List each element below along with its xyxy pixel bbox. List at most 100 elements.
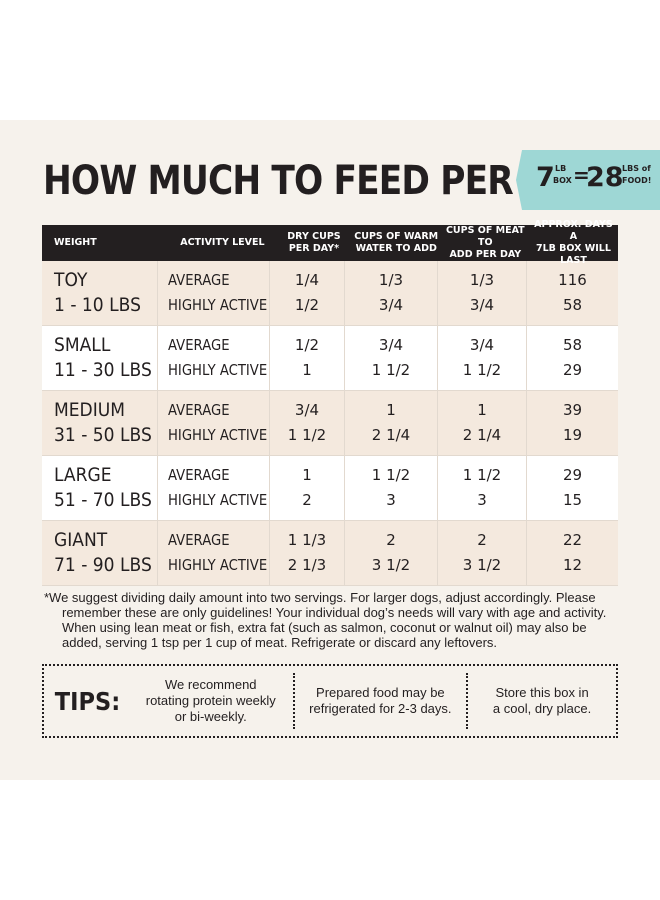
activity-average: AVERAGE: [168, 271, 230, 289]
water-average: 1: [386, 401, 396, 419]
footnote-line: When using lean meat or fish, extra fat …: [62, 620, 587, 635]
header-dry-cups: DRY CUPS PER DAY*: [277, 231, 350, 255]
size-label: GIANT: [54, 529, 108, 551]
dry-average: 3/4: [294, 401, 320, 419]
dry-high: 2: [302, 491, 312, 509]
meat-average: 1: [477, 401, 487, 419]
page-title: HOW MUCH TO FEED PER DAY: [43, 158, 599, 204]
weight-cell: SMALL 11 - 30 LBS: [42, 326, 158, 391]
meat-cell: 1 2 1/4: [438, 391, 527, 456]
weight-cell: MEDIUM 31 - 50 LBS: [42, 391, 158, 456]
tip-storage: Store this box in a cool, dry place.: [468, 673, 616, 729]
header-days-line1: APPROX. DAYS A: [534, 219, 613, 242]
weight-range: 71 - 90 LBS: [54, 554, 152, 576]
footnote: *We suggest dividing daily amount into t…: [44, 590, 624, 650]
badge-banner-shape: [516, 150, 660, 210]
days-cell: 58 29: [527, 326, 618, 391]
water-cell: 1 2 1/4: [345, 391, 438, 456]
badge-left-number: 7: [536, 162, 555, 193]
meat-cell: 2 3 1/2: [438, 521, 527, 586]
meat-average: 2: [477, 531, 487, 549]
size-label: MEDIUM: [54, 399, 126, 421]
table-row: LARGE 51 - 70 LBS AVERAGE HIGHLY ACTIVE …: [42, 456, 618, 521]
days-high: 58: [562, 296, 583, 314]
activity-cell: AVERAGE HIGHLY ACTIVE: [158, 391, 270, 456]
tip-rotate-protein: We recommend rotating protein weekly or …: [129, 673, 293, 729]
badge-right-number: 28: [586, 162, 624, 193]
header-weight: WEIGHT: [54, 237, 97, 248]
meat-cell: 3/4 1 1/2: [438, 326, 527, 391]
days-average: 22: [562, 531, 583, 549]
activity-average: AVERAGE: [168, 401, 230, 419]
activity-cell: AVERAGE HIGHLY ACTIVE: [158, 261, 270, 326]
days-cell: 39 19: [527, 391, 618, 456]
badge-left-unit: LB: [555, 164, 567, 173]
activity-average: AVERAGE: [168, 466, 230, 484]
meat-high: 1 1/2: [462, 361, 502, 379]
tip-line: or bi-weekly.: [174, 709, 247, 724]
header-dry-line2: PER DAY*: [288, 243, 340, 254]
dry-cups-cell: 1 1/3 2 1/3: [270, 521, 345, 586]
header-days: APPROX. DAYS A 7LB BOX WILL LAST: [529, 219, 618, 267]
tips-label: TIPS:: [54, 686, 121, 716]
weight-cell: TOY 1 - 10 LBS: [42, 261, 158, 326]
dry-average: 1: [302, 466, 312, 484]
header-days-line2: 7LB BOX WILL LAST: [535, 243, 611, 266]
activity-cell: AVERAGE HIGHLY ACTIVE: [158, 521, 270, 586]
water-average: 3/4: [378, 336, 404, 354]
tip-line: Store this box in: [495, 685, 589, 700]
days-high: 15: [562, 491, 583, 509]
days-cell: 22 12: [527, 521, 618, 586]
meat-high: 3/4: [469, 296, 495, 314]
header-dry-line1: DRY CUPS: [287, 231, 341, 242]
activity-high: HIGHLY ACTIVE: [168, 296, 268, 314]
dry-cups-cell: 1/2 1: [270, 326, 345, 391]
footnote-line: *We suggest dividing daily amount into t…: [44, 590, 596, 605]
water-high: 3 1/2: [371, 556, 411, 574]
activity-cell: AVERAGE HIGHLY ACTIVE: [158, 326, 270, 391]
header-meat: CUPS OF MEAT TO ADD PER DAY: [442, 225, 529, 261]
water-cell: 1/3 3/4: [345, 261, 438, 326]
header-water-line1: CUPS OF WARM: [354, 231, 439, 242]
box-yield-badge: 7 LB BOX = 28 LBS of FOOD!: [516, 150, 660, 210]
header-meat-line2: ADD PER DAY: [449, 249, 522, 260]
weight-cell: LARGE 51 - 70 LBS: [42, 456, 158, 521]
table-header: WEIGHT ACTIVITY LEVEL DRY CUPS PER DAY* …: [42, 219, 618, 266]
header-water: CUPS OF WARM WATER TO ADD: [351, 231, 442, 255]
meat-average: 1 1/2: [462, 466, 502, 484]
dry-high: 1 1/2: [287, 426, 327, 444]
dry-high: 1: [302, 361, 312, 379]
activity-average: AVERAGE: [168, 531, 230, 549]
activity-high: HIGHLY ACTIVE: [168, 491, 268, 509]
days-average: 39: [562, 401, 583, 419]
days-high: 12: [562, 556, 583, 574]
weight-range: 51 - 70 LBS: [54, 489, 152, 511]
meat-cell: 1/3 3/4: [438, 261, 527, 326]
water-high: 2 1/4: [371, 426, 411, 444]
days-high: 19: [562, 426, 583, 444]
table-row: SMALL 11 - 30 LBS AVERAGE HIGHLY ACTIVE …: [42, 326, 618, 391]
tip-line: Prepared food may be: [316, 685, 445, 700]
activity-cell: AVERAGE HIGHLY ACTIVE: [158, 456, 270, 521]
badge-right-unit: LBS of: [622, 164, 651, 173]
table-row: GIANT 71 - 90 LBS AVERAGE HIGHLY ACTIVE …: [42, 521, 618, 586]
dry-high: 1/2: [294, 296, 320, 314]
meat-average: 3/4: [469, 336, 495, 354]
size-label: SMALL: [54, 334, 111, 356]
weight-range: 11 - 30 LBS: [54, 359, 152, 381]
meat-high: 3: [477, 491, 487, 509]
days-average: 116: [558, 271, 587, 289]
dry-cups-cell: 1 2: [270, 456, 345, 521]
header-water-line2: WATER TO ADD: [355, 243, 437, 254]
size-label: LARGE: [54, 464, 112, 486]
tip-line: We recommend: [165, 677, 257, 692]
tip-refrigerate: Prepared food may be refrigerated for 2-…: [292, 673, 469, 729]
days-cell: 116 58: [527, 261, 618, 326]
activity-average: AVERAGE: [168, 336, 230, 354]
weight-range: 1 - 10 LBS: [54, 294, 141, 316]
tips-box: TIPS: We recommend rotating protein week…: [42, 664, 618, 738]
days-cell: 29 15: [527, 456, 618, 521]
header-activity: ACTIVITY LEVEL: [180, 237, 265, 248]
badge-equals: =: [573, 163, 590, 187]
meat-high: 3 1/2: [462, 556, 502, 574]
